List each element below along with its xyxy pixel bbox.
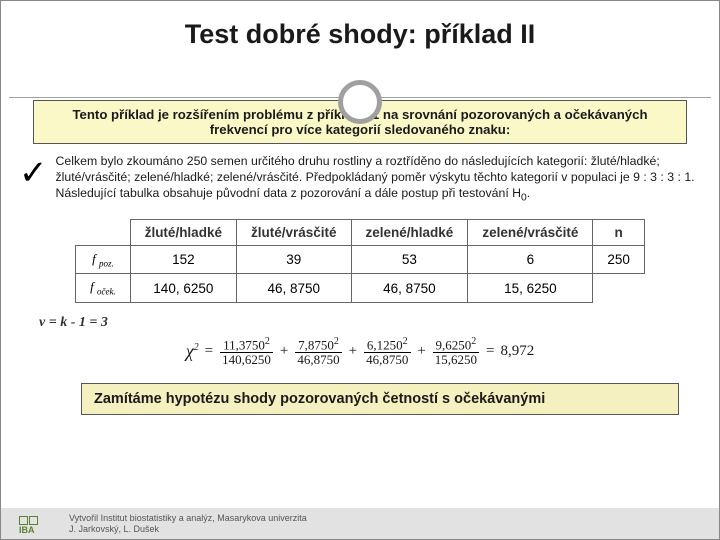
decor-circle	[338, 80, 382, 124]
col-header: žluté/vrásčité	[236, 219, 351, 245]
cell: 53	[351, 245, 468, 274]
footer: Vytvořil Institut biostatistiky a analýz…	[1, 508, 719, 539]
formula: χ2 = 11,37502 140,6250 + 7,87502 46,8750…	[1, 337, 719, 367]
col-header: n	[593, 219, 645, 245]
data-table: žluté/hladké žluté/vrásčité zelené/hladk…	[75, 219, 645, 303]
logo-text: IBA	[19, 525, 35, 535]
col-header: žluté/hladké	[130, 219, 236, 245]
result: 8,972	[501, 343, 535, 360]
cell: 250	[593, 245, 645, 274]
chi-symbol: χ2	[186, 341, 199, 362]
fraction: 6,12502 46,8750	[363, 337, 411, 367]
eq: =	[205, 343, 213, 360]
eq: =	[486, 343, 494, 360]
body-text-end: .	[527, 186, 530, 200]
cell: 39	[236, 245, 351, 274]
row-label-main: f	[90, 279, 94, 294]
row-label: f oček.	[76, 274, 131, 303]
check-icon: ✓	[19, 156, 48, 190]
footer-line1: Vytvořil Institut biostatistiky a analýz…	[69, 513, 711, 524]
cell: 140, 6250	[130, 274, 236, 303]
plus: +	[280, 343, 288, 360]
body-text-main: Celkem bylo zkoumáno 250 semen určitého …	[56, 154, 695, 200]
col-header: zelené/hladké	[351, 219, 468, 245]
cell: 46, 8750	[351, 274, 468, 303]
nu-line: ν = k - 1 = 3	[39, 315, 719, 331]
col-header: zelené/vrásčité	[468, 219, 593, 245]
page-title: Test dobré shody: příklad II	[1, 1, 719, 58]
row-label-sub: poz.	[99, 258, 114, 268]
fraction: 11,37502 140,6250	[219, 337, 274, 367]
cell: 6	[468, 245, 593, 274]
table-row: f poz. 152 39 53 6 250	[76, 245, 645, 274]
table-header-row: žluté/hladké žluté/vrásčité zelené/hladk…	[76, 219, 645, 245]
plus: +	[349, 343, 357, 360]
plus: +	[417, 343, 425, 360]
conclusion-box: Zamítáme hypotézu shody pozorovaných čet…	[81, 383, 679, 415]
row-label: f poz.	[76, 245, 131, 274]
body-row: ✓ Celkem bylo zkoumáno 250 semen určitéh…	[19, 154, 695, 205]
row-label-main: f	[92, 251, 96, 266]
fraction: 7,87502 46,8750	[294, 337, 342, 367]
footer-line2: J. Jarkovský, L. Dušek	[69, 524, 711, 535]
cell: 46, 8750	[236, 274, 351, 303]
fraction: 9,62502 15,6250	[432, 337, 480, 367]
body-text: Celkem bylo zkoumáno 250 semen určitého …	[56, 154, 696, 205]
row-label-sub: oček.	[97, 287, 116, 297]
cell: 152	[130, 245, 236, 274]
cell: 15, 6250	[468, 274, 593, 303]
table-row: f oček. 140, 6250 46, 8750 46, 8750 15, …	[76, 274, 645, 303]
logo: IBA	[19, 515, 39, 535]
